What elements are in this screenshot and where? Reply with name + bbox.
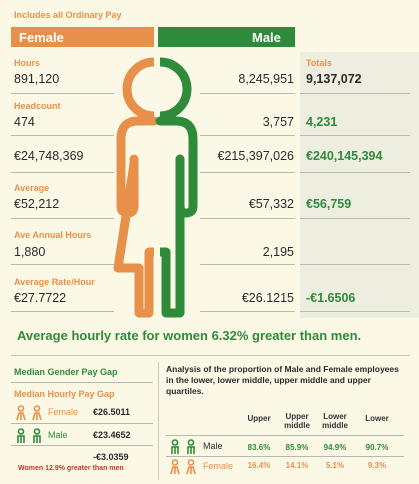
female-lower-value: 9.3% bbox=[367, 461, 387, 470]
median-difference: -€3.0359 bbox=[93, 452, 129, 462]
median-subtitle: Median Hourly Pay Gap bbox=[14, 389, 115, 399]
male-upper-value: 83.6% bbox=[247, 443, 271, 452]
rate-male: €26.1215 bbox=[241, 291, 294, 305]
quartile-male-label: Male bbox=[203, 441, 223, 451]
male-lower-value: 90.7% bbox=[365, 443, 389, 452]
pay-female: €24,748,369 bbox=[14, 149, 84, 163]
totals-column bbox=[300, 52, 419, 318]
female-banner-label: Female bbox=[19, 30, 64, 45]
hours-female: 891,120 bbox=[14, 72, 60, 86]
male-banner bbox=[158, 27, 295, 47]
annual-hours-female: 1,880 bbox=[14, 245, 46, 259]
median-note: Women 12.9% greater than men bbox=[18, 465, 124, 472]
female-upper-middle-value: 14.1% bbox=[285, 461, 309, 470]
male-upper-middle-value: 85.9% bbox=[285, 443, 309, 452]
quartile-header-upper: Upper bbox=[247, 414, 271, 423]
median-title: Median Gender Pay Gap bbox=[14, 367, 118, 377]
pay-total: €240,145,394 bbox=[306, 149, 383, 163]
average-female: €52,212 bbox=[14, 197, 60, 211]
male-people-icon bbox=[17, 428, 41, 443]
male-lower-middle-value: 94.9% bbox=[323, 443, 347, 452]
median-female-value: €26.5011 bbox=[93, 407, 131, 417]
female-banner bbox=[11, 27, 154, 47]
person-figure-icon bbox=[113, 57, 198, 318]
totals-label: Totals bbox=[306, 58, 332, 68]
quartiles-description: Analysis of the proportion of Male and F… bbox=[166, 364, 399, 396]
female-lower-middle-value: 5.1% bbox=[325, 461, 345, 470]
rate-female: €27.7722 bbox=[14, 291, 67, 305]
median-male-label: Male bbox=[48, 430, 68, 440]
quartile-female-label: Female bbox=[203, 461, 234, 471]
headline: Average hourly rate for women 6.32% grea… bbox=[17, 328, 362, 343]
headcount-total: 4,231 bbox=[306, 115, 338, 129]
average-total: €56,759 bbox=[306, 197, 352, 211]
female-people-icon bbox=[16, 405, 42, 421]
male-quartile-icon bbox=[171, 439, 195, 454]
headcount-male: 3,757 bbox=[262, 115, 294, 129]
headcount-female: 474 bbox=[14, 115, 35, 129]
average-label: Average bbox=[14, 183, 50, 193]
female-upper-value: 16.4% bbox=[247, 461, 271, 470]
quartile-header-lower-middle: Lower middle bbox=[322, 412, 348, 430]
hours-male: 8,245,951 bbox=[238, 72, 294, 86]
pay-male: €215,397,026 bbox=[217, 149, 294, 163]
annual-hours-label: Ave Annual Hours bbox=[14, 230, 92, 240]
hours-label: Hours bbox=[14, 58, 41, 68]
median-male-value: €23.4652 bbox=[93, 430, 131, 440]
hours-total: 9,137,072 bbox=[306, 72, 362, 86]
male-banner-label: Male bbox=[252, 30, 281, 45]
rate-label: Average Rate/Hour bbox=[14, 277, 95, 287]
quartile-header-upper-middle: Upper middle bbox=[284, 412, 310, 430]
female-quartile-icon bbox=[170, 459, 196, 475]
median-female-label: Female bbox=[48, 407, 79, 417]
top-note: Includes all Ordinary Pay bbox=[14, 10, 122, 20]
average-male: €57,332 bbox=[248, 197, 294, 211]
headcount-label: Headcount bbox=[14, 101, 61, 111]
rate-total: -€1.6506 bbox=[306, 291, 356, 305]
quartile-header-lower: Lower bbox=[365, 414, 389, 423]
section-divider bbox=[158, 362, 159, 480]
annual-hours-male: 2,195 bbox=[262, 245, 294, 259]
